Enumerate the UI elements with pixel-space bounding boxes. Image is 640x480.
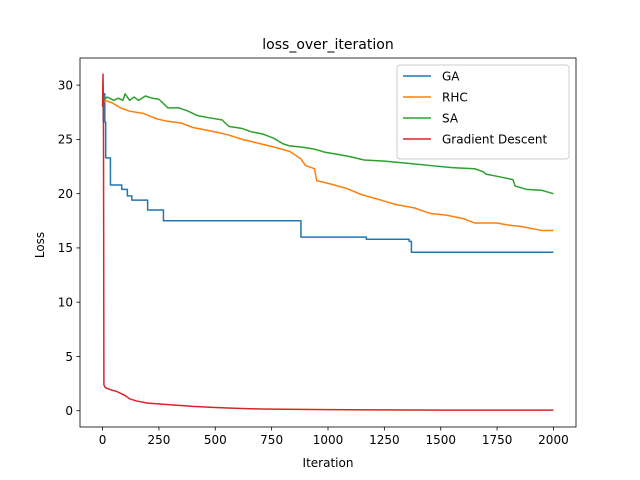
y-axis-label: Loss <box>33 232 47 258</box>
y-tick-label: 25 <box>58 133 73 147</box>
legend-label-sa: SA <box>442 111 459 125</box>
y-tick-label: 0 <box>65 404 73 418</box>
y-tick-label: 15 <box>58 241 73 255</box>
series-line-sa <box>102 93 554 195</box>
series-line-gradient-descent <box>101 73 554 411</box>
x-axis-label: Iteration <box>303 456 354 470</box>
chart-title: loss_over_iteration <box>262 37 393 53</box>
y-tick-label: 5 <box>65 350 73 364</box>
x-tick-label: 1500 <box>425 433 456 447</box>
x-tick-label: 1000 <box>313 433 344 447</box>
legend-label-gradient-descent: Gradient Descent <box>442 132 548 146</box>
series-line-ga <box>102 93 554 254</box>
legend: GA RHC SA Gradient Descent <box>396 64 570 160</box>
x-tick-label: 1750 <box>482 433 513 447</box>
series-line-rhc <box>101 99 554 232</box>
axes-layer: 0 250 500 750 1000 1250 1500 1750 2000 0 5 10 15 20 25… <box>58 57 577 447</box>
legend-label-rhc: RHC <box>442 90 468 104</box>
legend-label-ga: GA <box>442 69 460 83</box>
x-tick-label: 250 <box>147 433 170 447</box>
x-tick-label: 500 <box>204 433 227 447</box>
series-layer <box>101 73 554 411</box>
y-tick-label: 20 <box>58 187 73 201</box>
x-tick-label: 2000 <box>538 433 569 447</box>
y-tick-label: 30 <box>58 78 73 92</box>
x-tick-label: 0 <box>99 433 107 447</box>
x-tick-label: 750 <box>260 433 283 447</box>
legend-box <box>396 64 570 160</box>
y-tick-label: 10 <box>58 295 73 309</box>
x-tick-label: 1250 <box>369 433 400 447</box>
